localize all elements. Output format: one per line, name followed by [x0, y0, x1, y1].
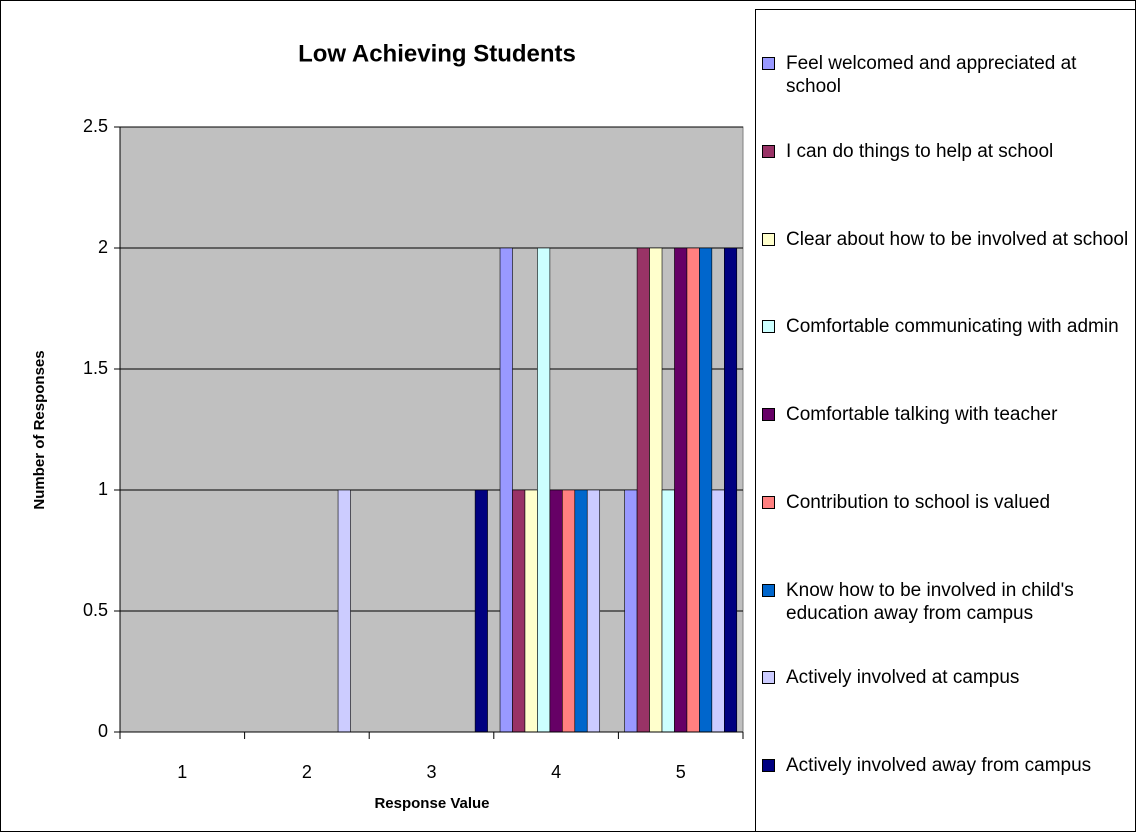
legend-item: Comfortable talking with teacher [762, 403, 1130, 426]
bar [699, 247, 713, 733]
x-tick-label: 3 [426, 762, 436, 782]
legend-label: Actively involved away from campus [786, 755, 1092, 776]
bar [474, 489, 488, 733]
legend-item: Actively involved away from campus [762, 754, 1130, 777]
bar [674, 247, 688, 733]
bar [636, 247, 650, 733]
bar [537, 247, 551, 733]
legend-label: Contribution to school is valued [786, 491, 1051, 513]
x-tick-label: 1 [177, 762, 187, 782]
bar [524, 489, 538, 733]
legend-item: Contribution to school is valued [762, 491, 1130, 514]
bar [711, 489, 725, 733]
legend-swatch [762, 671, 775, 685]
bar [337, 489, 351, 733]
y-axis-title: Number of Responses [31, 350, 48, 509]
bar [499, 247, 513, 733]
x-tick-label: 4 [551, 762, 561, 782]
bar [624, 489, 638, 733]
legend-label: I can do things to help at school [786, 140, 1054, 162]
bar [661, 489, 675, 733]
legend-item: Comfortable communicating with admin [762, 315, 1130, 338]
bar [724, 247, 738, 733]
legend-item: Know how to be involved in child's educa… [762, 579, 1130, 625]
legend-label: Clear about how to be involved at school [786, 228, 1129, 250]
y-tick-label: 0.5 [83, 600, 108, 620]
y-tick-label: 2.5 [83, 116, 108, 136]
legend-label: Know how to be involved in child's educa… [786, 579, 1074, 624]
legend-swatch [762, 57, 775, 70]
legend-box [755, 9, 1136, 832]
legend-swatch [762, 144, 775, 158]
bar [562, 489, 576, 733]
legend-label: Actively involved at campus [786, 667, 1020, 689]
x-tick-label: 2 [302, 762, 312, 782]
legend-swatch [762, 408, 775, 421]
bar [686, 247, 700, 733]
bar [549, 489, 563, 733]
bar [512, 489, 526, 733]
x-tick-label: 5 [676, 762, 686, 782]
y-tick-label: 0 [98, 721, 108, 741]
legend-swatch [762, 320, 775, 334]
legend-item: Actively involved at campus [762, 666, 1130, 689]
bar [586, 489, 601, 733]
bar [574, 489, 588, 733]
y-tick-label: 1 [98, 479, 108, 499]
legend-label: Comfortable communicating with admin [786, 316, 1119, 338]
chart-title: Low Achieving Students [298, 40, 576, 67]
legend-label: Feel welcomed and appreciated at school [786, 53, 1077, 97]
legend-swatch [762, 583, 775, 597]
legend-item: Feel welcomed and appreciated at school [762, 52, 1130, 98]
legend-item: I can do things to help at school [762, 140, 1130, 163]
bar [649, 247, 663, 733]
y-tick-label: 2 [98, 237, 108, 257]
legend-swatch [762, 759, 775, 772]
legend-swatch [762, 495, 775, 509]
legend-label: Comfortable talking with teacher [786, 404, 1058, 425]
y-tick-label: 1.5 [83, 358, 108, 378]
legend-swatch [762, 232, 775, 246]
legend-item: Clear about how to be involved at school [762, 228, 1130, 251]
x-axis-title: Response Value [374, 795, 489, 812]
